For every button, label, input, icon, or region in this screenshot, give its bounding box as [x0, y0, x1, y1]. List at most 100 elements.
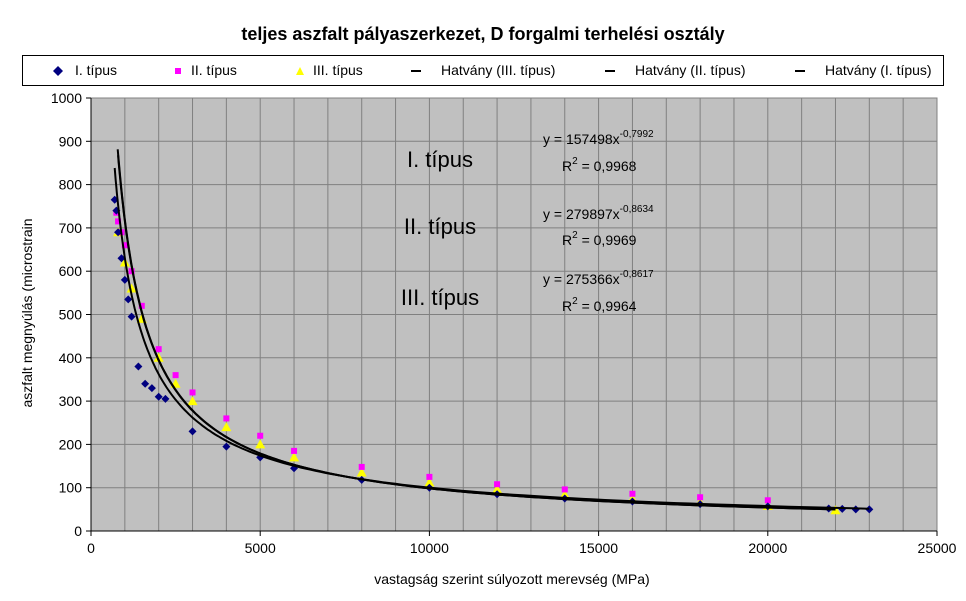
y-tick-label: 300	[59, 393, 83, 409]
annotation-label-iii: III. típus	[401, 285, 479, 310]
r2-value: = 0,9969	[578, 232, 637, 248]
data-point-iii-tipus	[126, 283, 137, 293]
square-marker-icon	[175, 68, 181, 74]
data-point-ii-tipus	[697, 494, 704, 501]
data-point-ii-tipus	[291, 447, 298, 454]
svg-text:R2 = 0,9964: R2 = 0,9964	[562, 296, 637, 314]
trend-lines	[113, 149, 870, 511]
data-point-ii-tipus	[223, 415, 230, 422]
x-tick-label: 10000	[410, 540, 449, 556]
triangle-marker-icon	[296, 67, 304, 75]
legend-label: III. típus	[313, 62, 363, 78]
data-point-i-tipus	[127, 312, 136, 321]
trend-line-2	[116, 149, 836, 511]
data-point-i-tipus	[134, 362, 143, 371]
y-tick-label: 100	[59, 480, 83, 496]
legend: I. típus II. típus III. típus Hatvány (I…	[22, 55, 944, 86]
data-point-iii-tipus	[221, 422, 232, 432]
y-tick-label: 600	[59, 263, 83, 279]
r2-value: = 0,9964	[578, 298, 637, 314]
legend-label: Hatvány (III. típus)	[441, 62, 556, 78]
chart-title: teljes aszfalt pályaszerkezet, D forgalm…	[241, 24, 725, 44]
y-tick-label: 1000	[51, 90, 82, 106]
data-point-i-tipus	[161, 394, 170, 403]
data-point-ii-tipus	[358, 463, 365, 470]
data-point-i-tipus	[120, 275, 129, 284]
data-point-iii-tipus	[187, 396, 198, 406]
equation-iii: y = 275366x-0,8617 R2 = 0,9964	[543, 269, 654, 314]
data-point-i-tipus	[117, 254, 126, 263]
data-point-ii-tipus	[494, 481, 501, 488]
svg-text:R2 = 0,9968: R2 = 0,9968	[562, 156, 637, 174]
y-tick-label: 700	[59, 220, 83, 236]
r2-label: R	[562, 232, 572, 248]
equation-ii: y = 279897x-0,8634 R2 = 0,9969	[543, 204, 654, 248]
annotation-label-ii: II. típus	[404, 214, 476, 239]
data-point-i-tipus	[865, 505, 874, 514]
y-tick-label: 500	[59, 307, 83, 323]
data-point-iii-tipus	[492, 484, 503, 494]
data-point-ii-tipus	[561, 486, 568, 493]
y-tick-label: 800	[59, 177, 83, 193]
legend-label: II. típus	[191, 62, 237, 78]
line-marker-icon	[795, 70, 805, 72]
equation-exponent: -0,8617	[620, 269, 654, 280]
svg-text:R2 = 0,9969: R2 = 0,9969	[562, 230, 637, 248]
axis-ticks: 0 5000 10000 15000 20000 25000 0 100 200 300 400 50…	[51, 90, 957, 556]
equation-exponent: -0,8634	[620, 204, 654, 215]
x-axis-title: vastagság szerint súlyozott merevség (MP…	[374, 571, 649, 587]
trend-line-3	[113, 167, 870, 510]
data-point-iii-tipus	[424, 477, 435, 487]
r2-label: R	[562, 158, 572, 174]
legend-label: Hatvány (I. típus)	[825, 62, 932, 78]
y-tick-label: 900	[59, 133, 83, 149]
data-point-ii-tipus	[257, 432, 264, 439]
data-point-ii-tipus	[629, 490, 636, 497]
equation-i: y = 157498x-0,7992 R2 = 0,9968	[543, 129, 654, 174]
diamond-marker-icon	[53, 66, 63, 76]
data-point-ii-tipus	[121, 242, 128, 249]
data-point-iii-tipus	[356, 467, 367, 477]
svg-text:y = 275366x-0,8617: y = 275366x-0,8617	[543, 269, 654, 287]
y-tick-label: 400	[59, 350, 83, 366]
data-point-ii-tipus	[172, 372, 179, 379]
y-tick-label: 0	[74, 523, 82, 539]
data-point-ii-tipus	[155, 346, 162, 353]
data-point-i-tipus	[222, 442, 231, 451]
data-point-iii-tipus	[559, 489, 570, 499]
equation-exponent: -0,7992	[620, 129, 654, 140]
svg-text:y = 157498x-0,7992: y = 157498x-0,7992	[543, 129, 654, 147]
data-point-i-tipus	[141, 379, 150, 388]
data-point-ii-tipus	[115, 218, 122, 225]
y-tick-label: 200	[59, 436, 83, 452]
svg-text:y = 279897x-0,8634: y = 279897x-0,8634	[543, 204, 654, 222]
r2-label: R	[562, 298, 572, 314]
annotation-label-i: I. típus	[407, 147, 473, 172]
r2-value: = 0,9968	[578, 158, 637, 174]
equation-text: y = 275366x	[543, 271, 620, 287]
data-point-i-tipus	[188, 427, 197, 436]
line-marker-icon	[605, 70, 615, 72]
data-point-i-tipus	[147, 384, 156, 393]
data-point-ii-tipus	[189, 389, 196, 396]
legend-label: Hatvány (II. típus)	[635, 62, 746, 78]
data-point-i-tipus	[154, 392, 163, 401]
x-tick-label: 20000	[748, 540, 787, 556]
x-tick-label: 25000	[918, 540, 957, 556]
x-tick-label: 0	[87, 540, 95, 556]
line-marker-icon	[411, 70, 421, 72]
x-tick-label: 5000	[245, 540, 276, 556]
data-point-ii-tipus	[426, 473, 433, 480]
data-point-i-tipus	[124, 295, 133, 304]
data-point-iii-tipus	[153, 352, 164, 362]
equation-text: y = 157498x	[543, 131, 620, 147]
y-axis-title: aszfalt megnyúlás (microstrain	[19, 218, 35, 407]
data-point-iii-tipus	[289, 452, 300, 462]
x-tick-label: 15000	[579, 540, 618, 556]
legend-label: I. típus	[75, 62, 118, 78]
data-point-iii-tipus	[255, 439, 266, 449]
data-point-ii-tipus	[764, 497, 771, 504]
data-point-ii-tipus	[138, 302, 145, 309]
equation-text: y = 279897x	[543, 206, 620, 222]
